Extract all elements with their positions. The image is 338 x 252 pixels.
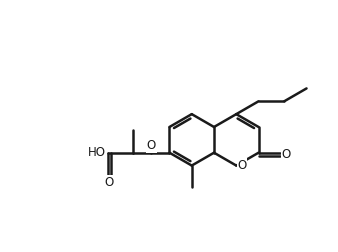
Text: HO: HO — [88, 146, 106, 159]
Text: O: O — [147, 139, 156, 152]
Text: O: O — [282, 148, 291, 161]
Text: O: O — [237, 159, 246, 172]
Text: O: O — [104, 176, 113, 188]
